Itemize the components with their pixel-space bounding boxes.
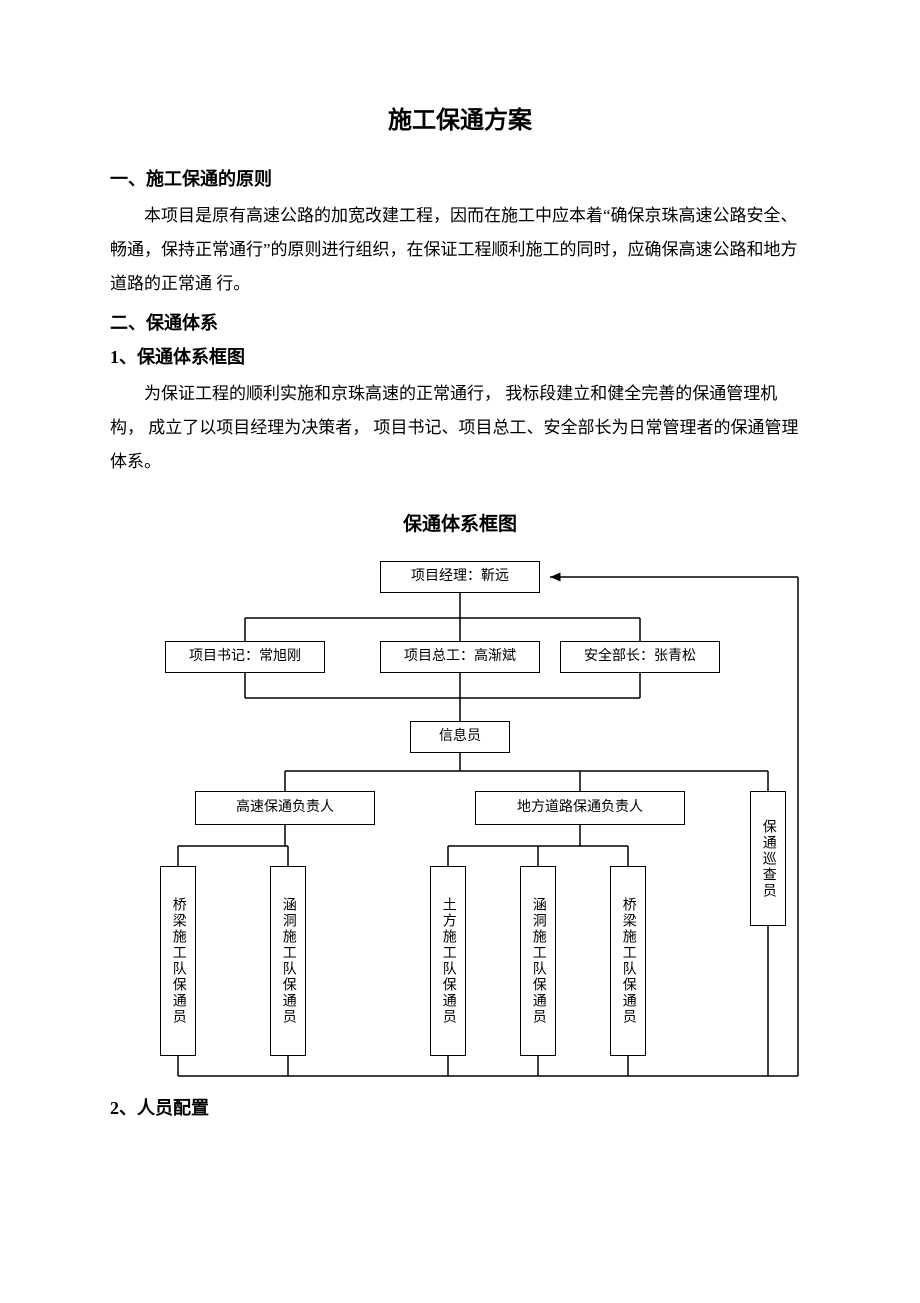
document-title: 施工保通方案 [110, 100, 810, 135]
section-1-heading: 一、施工保通的原则 [110, 165, 810, 191]
node-t5: 桥梁施工队保通员 [610, 866, 646, 1056]
chart-title: 保通体系框图 [110, 509, 810, 536]
node-t3: 土方施工队保通员 [430, 866, 466, 1056]
node-sec: 项目书记：常旭刚 [165, 641, 325, 673]
org-chart: 项目经理：靳远项目书记：常旭刚 项目总工：高渐斌安全部长：张青松信息员高速保通负责… [110, 556, 810, 1086]
section-2-heading: 二、保通体系 [110, 309, 810, 335]
node-hwy: 高速保通负责人 [195, 791, 375, 825]
section-2-sub-1: 1、保通体系框图 [110, 343, 810, 369]
node-t1: 桥梁施工队保通员 [160, 866, 196, 1056]
node-eng: 项目总工：高渐斌 [380, 641, 540, 673]
node-safe: 安全部长：张青松 [560, 641, 720, 673]
section-2-body: 为保证工程的顺利实施和京珠高速的正常通行， 我标段建立和健全完善的保通管理机构，… [110, 377, 810, 479]
section-2-sub-2: 2、人员配置 [110, 1094, 810, 1120]
node-local: 地方道路保通负责人 [475, 791, 685, 825]
section-1-body: 本项目是原有高速公路的加宽改建工程，因而在施工中应本着“确保京珠高速公路安全、畅… [110, 199, 810, 301]
node-t2: 涵洞施工队保通员 [270, 866, 306, 1056]
node-pm: 项目经理：靳远 [380, 561, 540, 593]
node-t4: 涵洞施工队保通员 [520, 866, 556, 1056]
node-patrol: 保通巡查员 [750, 791, 786, 926]
node-info: 信息员 [410, 721, 510, 753]
